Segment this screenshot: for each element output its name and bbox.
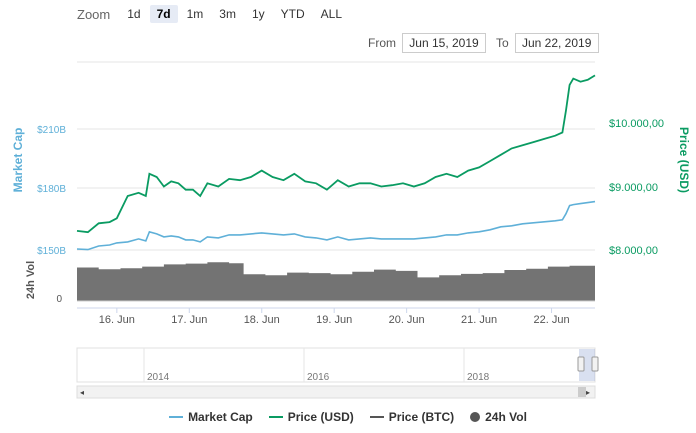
- right-axis-tick: $10.000,00: [609, 118, 664, 130]
- legend-label-24h-vol: 24h Vol: [485, 410, 527, 424]
- scrollbar-track: [76, 385, 596, 399]
- legend-item-market-cap[interactable]: Market Cap: [169, 410, 253, 424]
- x-axis-tick-label: 17. Jun: [171, 314, 207, 326]
- zoom-button-1y[interactable]: 1y: [251, 7, 265, 21]
- series-price-usd-line: [76, 74, 596, 234]
- scroll-left-icon: ◂: [80, 388, 84, 397]
- right-axis-tick: $9.000,00: [609, 182, 658, 194]
- from-date-input[interactable]: [402, 33, 486, 53]
- navigator-year-label: 2018: [467, 372, 490, 383]
- right-axis-title: Price (USD): [677, 127, 691, 193]
- zoom-button-1m[interactable]: 1m: [186, 7, 204, 21]
- left-axis-title: Market Cap: [11, 128, 25, 193]
- legend-label-price-btc: Price (BTC): [388, 410, 455, 424]
- right-axis-tick: $8.000,00: [609, 245, 658, 257]
- x-axis-tick-label: 22. Jun: [533, 314, 569, 326]
- zoom-buttons: 1d 7d 1m 3m 1y YTD ALL: [120, 5, 351, 23]
- navigator-handle-right: [591, 356, 599, 372]
- legend-item-price-btc[interactable]: Price (BTC): [369, 410, 455, 424]
- zoom-bar: Zoom 1d 7d 1m 3m 1y YTD ALL: [77, 4, 351, 24]
- market-cap-swatch: [169, 416, 184, 418]
- x-axis-tick-label: 20. Jun: [389, 314, 425, 326]
- date-range-selector: From To: [368, 33, 599, 53]
- zoom-label: Zoom: [77, 6, 111, 22]
- price-usd-swatch: [268, 416, 283, 418]
- navigator-year-label: 2016: [307, 372, 330, 383]
- left-axis-tick: $210B: [37, 125, 66, 136]
- zoom-button-7d[interactable]: 7d: [149, 5, 178, 23]
- price-btc-swatch: [369, 416, 384, 418]
- navigator-year-label: 2014: [147, 372, 170, 383]
- navigator-panel: [76, 347, 596, 383]
- legend-label-market-cap: Market Cap: [188, 410, 253, 424]
- chart-legend: Market Cap Price (USD) Price (BTC) 24h V…: [0, 410, 696, 424]
- legend-label-price-usd: Price (USD): [287, 410, 354, 424]
- x-axis-tick-label: 19. Jun: [316, 314, 352, 326]
- from-label: From: [368, 36, 396, 50]
- zoom-button-1d[interactable]: 1d: [127, 7, 141, 21]
- to-date-input[interactable]: [514, 33, 599, 53]
- vol-swatch: [470, 412, 481, 422]
- series-market-cap-line: [76, 200, 596, 251]
- x-axis-tick-label: 18. Jun: [244, 314, 280, 326]
- volume-area: [77, 261, 595, 301]
- zoom-button-ytd[interactable]: YTD: [280, 7, 305, 21]
- volume-axis-title: 24h Vol: [25, 261, 37, 299]
- volume-axis-tick: 0: [56, 294, 62, 305]
- left-axis-tick: $180B: [37, 184, 66, 195]
- legend-item-24h-vol[interactable]: 24h Vol: [470, 410, 527, 424]
- scroll-right-icon: ▸: [586, 388, 590, 397]
- x-axis-tick-label: 21. Jun: [461, 314, 497, 326]
- x-axis-tick-label: 16. Jun: [99, 314, 135, 326]
- zoom-button-3m[interactable]: 3m: [219, 7, 236, 21]
- to-label: To: [496, 36, 509, 50]
- legend-item-price-usd[interactable]: Price (USD): [268, 410, 354, 424]
- navigator-handle-left: [577, 356, 585, 372]
- left-axis-tick: $150B: [37, 246, 66, 257]
- zoom-button-all[interactable]: ALL: [320, 7, 342, 21]
- scrollbar-thumb: [578, 387, 586, 397]
